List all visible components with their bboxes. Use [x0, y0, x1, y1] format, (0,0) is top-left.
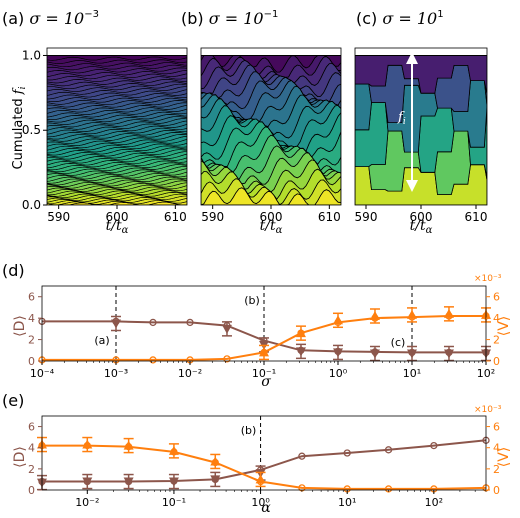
left-circle-point	[343, 449, 351, 457]
y-tick-label-right: 4	[493, 442, 500, 455]
x-tick-label: 10⁻¹	[162, 496, 186, 509]
panel-e-xlabel: α	[261, 500, 271, 516]
y-tick-label-left: 2	[28, 463, 35, 476]
y-tick-label-left: 6	[28, 291, 35, 304]
left-circle-point	[149, 318, 157, 327]
y-tick-label-left: 4	[28, 312, 35, 325]
top-band	[201, 48, 341, 56]
left-circle-point	[298, 452, 306, 460]
panel-a-title: (a) σ = 10−3	[2, 9, 99, 28]
y-tick-label-right: 2	[493, 334, 500, 347]
panel-c-title: (c) σ = 101	[356, 9, 444, 28]
left-circle-point	[186, 318, 194, 327]
panel-e-ylabel-right: ⟨V⟩	[496, 447, 512, 468]
panel-d-plot: (a)(b)(c)10⁻⁴ 10⁻³ 10⁻² 10⁻¹ 10⁰ 10¹ 10²024602…	[28, 285, 500, 380]
panel-c-plot: fi	[354, 47, 488, 206]
y-tick-label-right: 2	[493, 463, 500, 476]
x-tick-label: 600	[106, 210, 129, 224]
panel-e-multiplier: ×10⁻³	[474, 405, 502, 415]
panel-b-stack	[201, 48, 341, 205]
x-tick-label: 10⁻²	[178, 367, 202, 380]
y-tick-label-right: 6	[493, 291, 500, 304]
panel-d-ylabel-left: ⟨D⟩	[12, 315, 28, 337]
left-circle-point	[384, 446, 393, 454]
x-tick-label: 590	[355, 210, 378, 224]
top-band	[355, 48, 487, 56]
y-tick-label-right: 6	[493, 421, 500, 434]
left-circle-point	[430, 441, 438, 450]
right-series-line	[42, 315, 486, 361]
panel-a-ylabel: Cumulated fi	[11, 86, 28, 169]
vline-label: (b)	[241, 424, 257, 437]
x-tick-label: 10²	[477, 367, 495, 380]
fi-annotation: fi	[397, 110, 406, 127]
panel-e-ylabel-left: ⟨D⟩	[12, 446, 28, 468]
y-tick-label-right: 4	[493, 312, 500, 325]
left-series-line	[42, 320, 486, 354]
plot-frame	[41, 415, 487, 491]
y-tick-label: 0.0	[22, 198, 41, 212]
x-tick-label: 10⁻¹	[252, 367, 276, 380]
panel-e-plot: (b) 10⁻² 10⁻¹ 10⁰ 10¹ 10² 0 2 4 6 0 2 4 6	[28, 415, 500, 509]
vline-label: (a)	[94, 334, 109, 347]
panel-d-xlabel: σ	[261, 374, 271, 390]
top-ticks: 590 600 610 0.0 0.5 1.0 590 600 610 590 600 610	[22, 48, 488, 224]
y-tick-label-left: 2	[28, 334, 35, 347]
panel-b-plot	[200, 47, 342, 206]
top-band	[47, 48, 187, 56]
x-tick-label: 600	[410, 210, 433, 224]
panel-e-label: (e)	[2, 391, 24, 410]
x-tick-label: 10⁰	[251, 496, 270, 509]
x-tick-label: 10¹	[403, 367, 421, 380]
x-tick-label: 10¹	[338, 496, 356, 509]
panel-c-stack	[355, 48, 487, 205]
x-tick-label: 10⁻⁴	[30, 367, 55, 380]
x-tick-label: 10²	[425, 496, 443, 509]
right-circle-point	[149, 356, 157, 364]
panel-a-stack	[47, 48, 187, 205]
y-tick-label: 0.5	[22, 123, 41, 137]
y-tick-label-left: 4	[28, 442, 35, 455]
y-tick-label-right: 0	[493, 484, 500, 497]
y-tick-label-left: 0	[28, 484, 35, 497]
right-circle-point	[223, 355, 231, 363]
vline-label: (c)	[391, 336, 406, 349]
x-tick-label: 10⁰	[329, 367, 348, 380]
panel-b-title: (b) σ = 10−1	[181, 9, 278, 28]
x-tick-label: 600	[260, 210, 283, 224]
x-tick-label: 10⁻³	[104, 367, 128, 380]
x-tick-label: 590	[201, 210, 224, 224]
panel-a-plot	[46, 47, 188, 206]
x-tick-label: 590	[47, 210, 70, 224]
y-tick-label: 1.0	[22, 48, 41, 62]
x-tick-label: 610	[318, 210, 341, 224]
x-tick-label: 610	[164, 210, 187, 224]
vline-label: (b)	[244, 294, 260, 307]
panel-d-ylabel-right: ⟨V⟩	[496, 316, 512, 337]
panel-d-multiplier: ×10⁻³	[474, 274, 502, 284]
y-tick-label-left: 0	[28, 355, 35, 368]
x-tick-label: 610	[465, 210, 488, 224]
y-tick-label-left: 6	[28, 421, 35, 434]
panel-d-label: (d)	[2, 261, 25, 280]
x-tick-label: 10⁻²	[75, 496, 99, 509]
y-tick-label-right: 0	[493, 355, 500, 368]
